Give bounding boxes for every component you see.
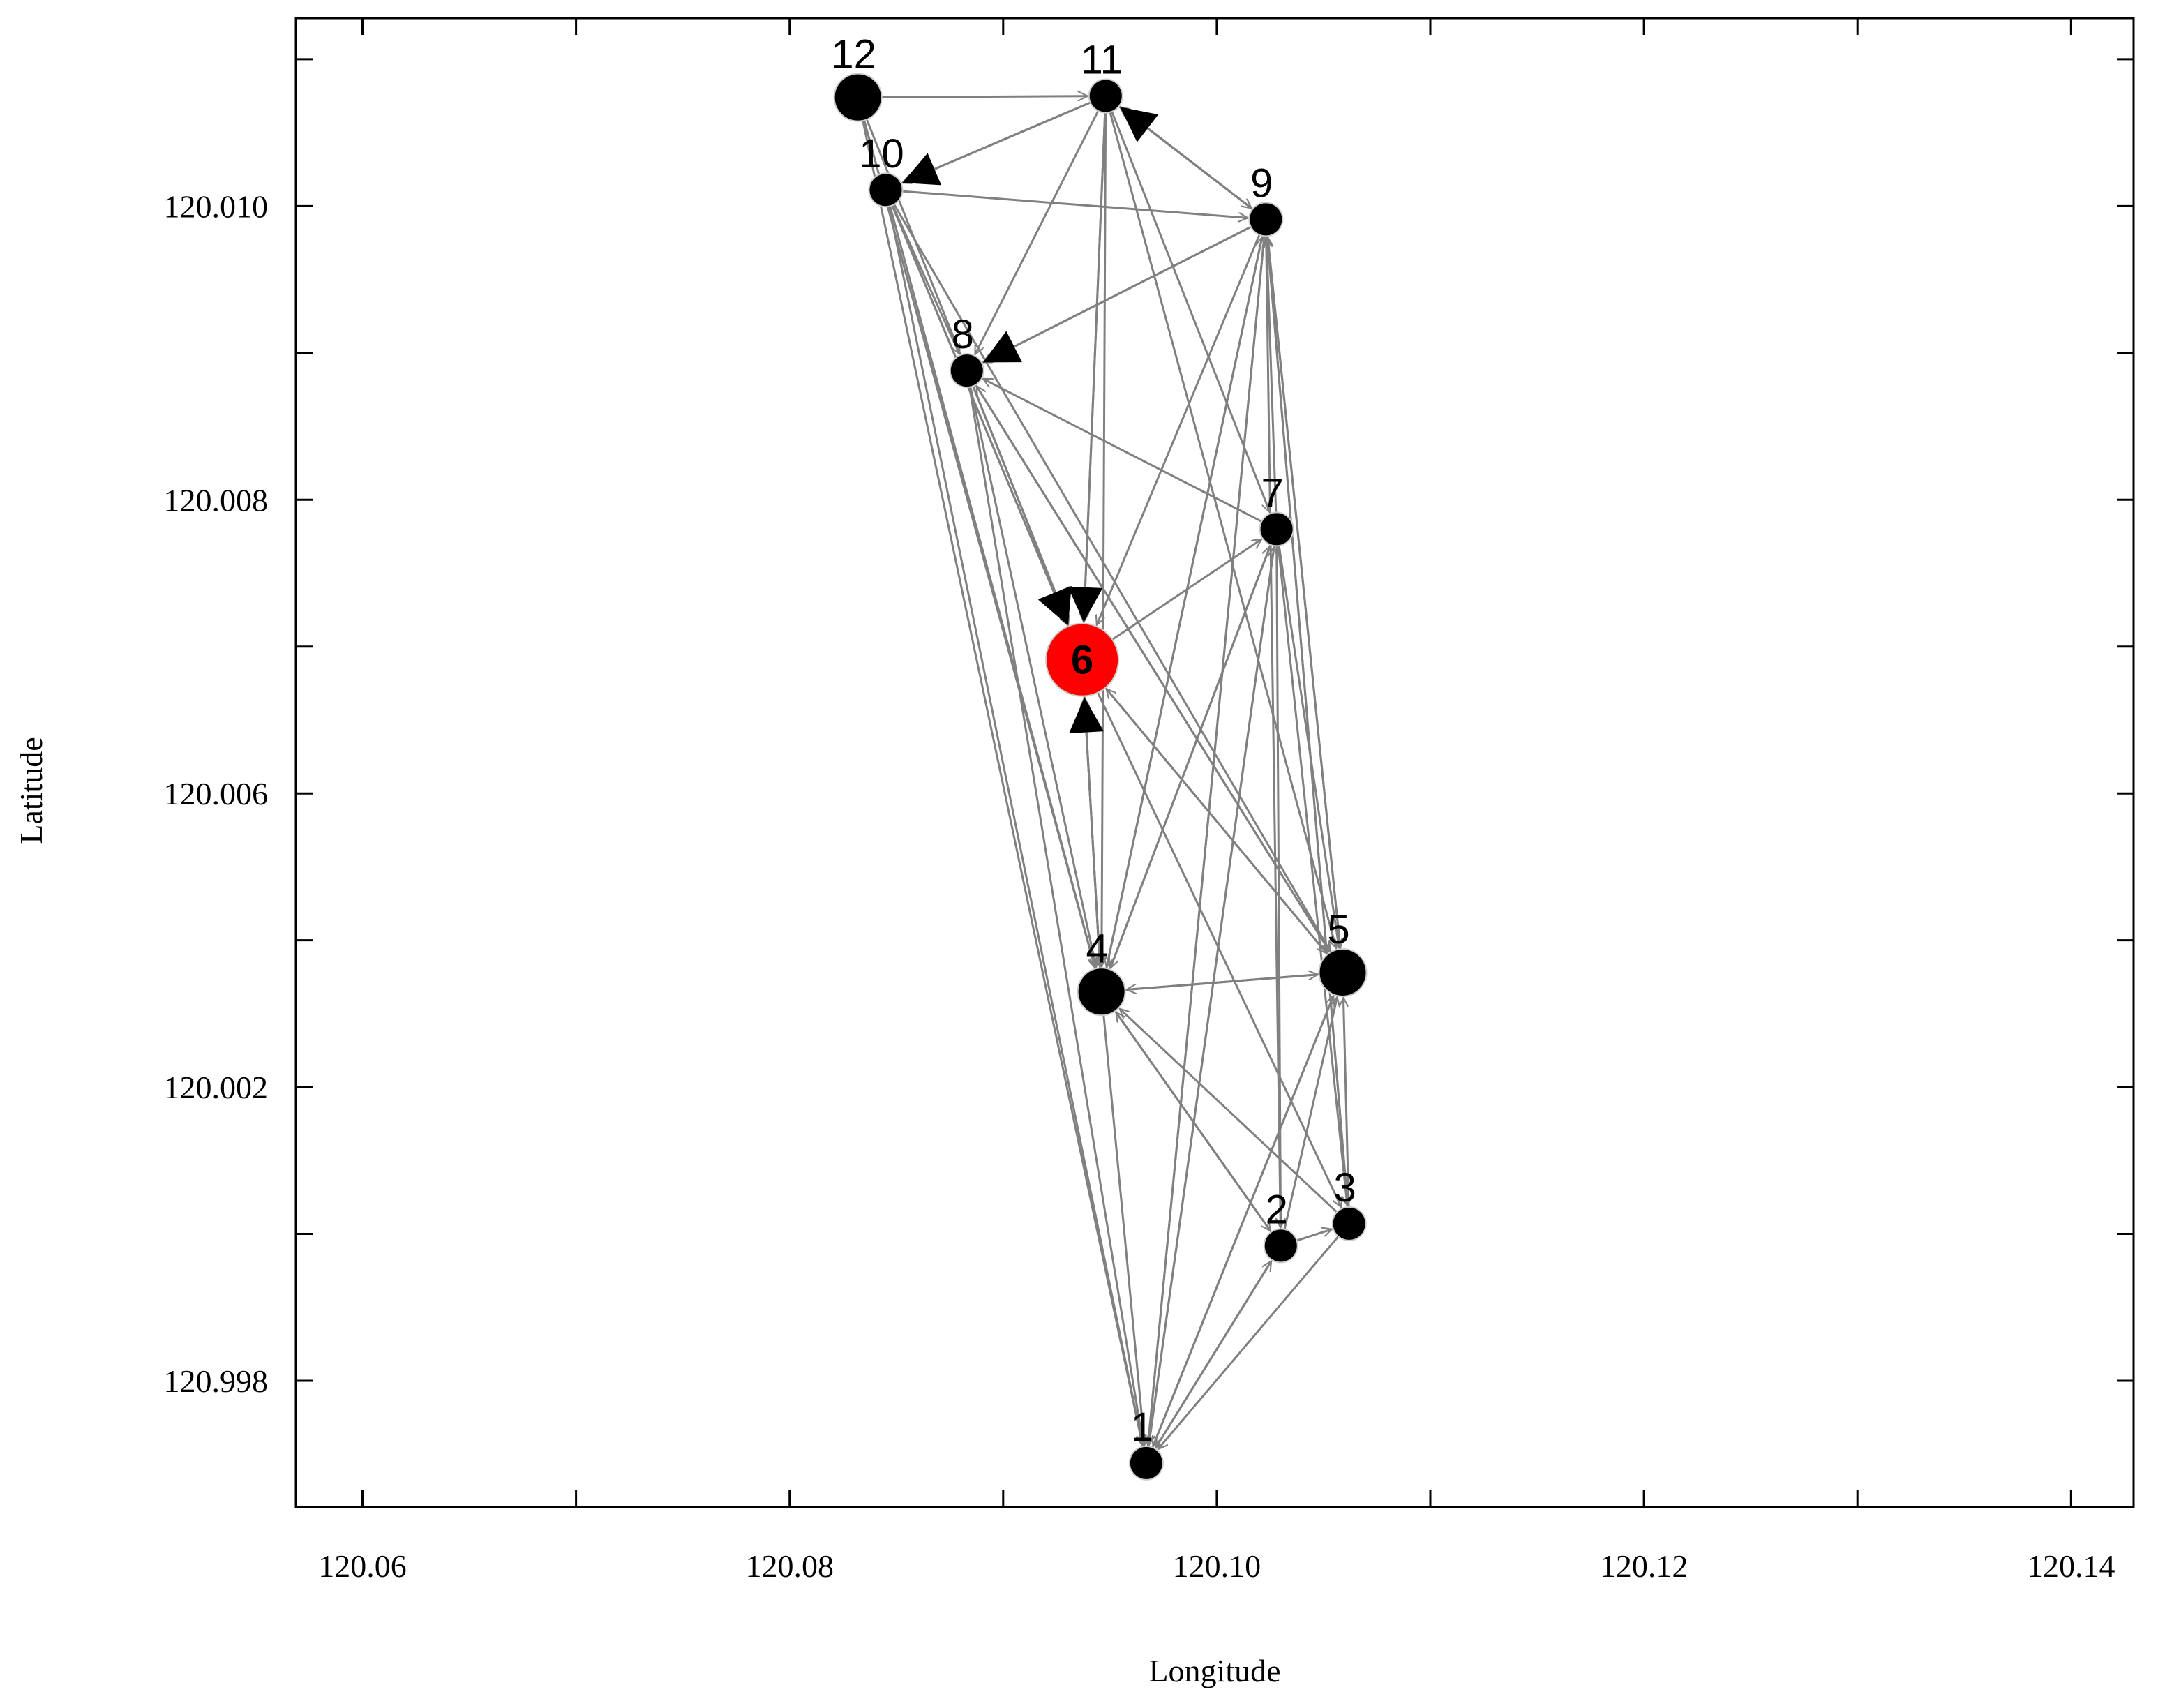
x-tick-label: 120.06 [318, 1548, 407, 1584]
bold-edge [891, 204, 1071, 626]
edge [968, 387, 1144, 1445]
edge [1158, 1236, 1340, 1449]
node-label: 4 [1086, 926, 1108, 971]
node-label: 2 [1266, 1187, 1288, 1232]
edge [1096, 692, 1341, 1208]
y-tick-label: 120.002 [164, 1070, 269, 1105]
edge [1127, 973, 1319, 990]
node-label: 7 [1261, 470, 1283, 516]
bold-edge [1119, 106, 1254, 210]
node [1045, 622, 1120, 697]
edge [1147, 547, 1274, 1447]
node [1077, 967, 1126, 1017]
bold-edge [1067, 112, 1107, 622]
y-tick-label: 120.998 [164, 1363, 269, 1399]
x-tick-label: 120.14 [2027, 1548, 2115, 1584]
edge [974, 110, 1100, 354]
node [1331, 1206, 1367, 1241]
node-label: 12 [831, 32, 876, 77]
bold-edge [901, 101, 1091, 186]
edge [969, 387, 1096, 968]
plot-frame [294, 17, 2135, 1508]
bold-edge [1069, 697, 1104, 968]
edge [1102, 1015, 1145, 1445]
edge [1277, 546, 1347, 1206]
x-tick-label: 120.08 [745, 1548, 834, 1584]
node [1128, 1445, 1164, 1481]
edge [1154, 1261, 1273, 1450]
node-label: 6 [1071, 638, 1093, 683]
edge [1105, 237, 1262, 969]
node [833, 73, 883, 122]
edge [1265, 236, 1281, 1227]
x-tick-label: 120.10 [1173, 1548, 1261, 1584]
edge [1266, 237, 1278, 513]
node-label: 11 [1081, 38, 1123, 83]
x-tick-label: 120.12 [1600, 1548, 1688, 1584]
edge [1296, 1229, 1332, 1242]
y-tick-label: 120.006 [164, 776, 269, 811]
edge [862, 120, 1143, 1446]
node [1259, 511, 1294, 547]
edge [1102, 112, 1107, 967]
node [868, 172, 904, 208]
edge [887, 206, 1142, 1446]
edge [1109, 546, 1271, 971]
edges [862, 96, 1350, 1450]
node [949, 353, 984, 389]
edge [1097, 234, 1261, 624]
edge [1153, 994, 1335, 1446]
edge [1343, 998, 1350, 1207]
edge [1267, 237, 1349, 1208]
edge [1109, 112, 1336, 948]
node [1248, 202, 1284, 237]
node-label: 5 [1327, 907, 1349, 952]
edge [902, 190, 1248, 218]
edge [893, 204, 1331, 951]
node-label: 3 [1334, 1165, 1356, 1211]
edge [1120, 1009, 1338, 1213]
x-axis-label: Longitude [1148, 1653, 1280, 1688]
edge [891, 204, 959, 354]
y-tick-label: 120.010 [164, 188, 269, 224]
y-tick-label: 120.008 [164, 482, 269, 518]
edge [983, 377, 1262, 523]
edge [881, 96, 1088, 98]
node-label: 10 [859, 131, 904, 177]
edge [1268, 237, 1342, 950]
edge [1146, 237, 1264, 1447]
bold-edge [972, 385, 1072, 626]
node [1318, 947, 1368, 997]
edge [1275, 546, 1281, 1227]
edge [975, 386, 1331, 953]
edge [1283, 997, 1337, 1230]
y-axis-label: Latitude [13, 737, 49, 844]
node-label: 8 [952, 312, 974, 357]
bold-edge [982, 225, 1252, 364]
node [1263, 1228, 1298, 1264]
node-label: 1 [1131, 1404, 1153, 1450]
node-label: 9 [1250, 160, 1273, 206]
node [1088, 78, 1123, 114]
edge [889, 206, 1095, 967]
edge [1107, 689, 1328, 955]
